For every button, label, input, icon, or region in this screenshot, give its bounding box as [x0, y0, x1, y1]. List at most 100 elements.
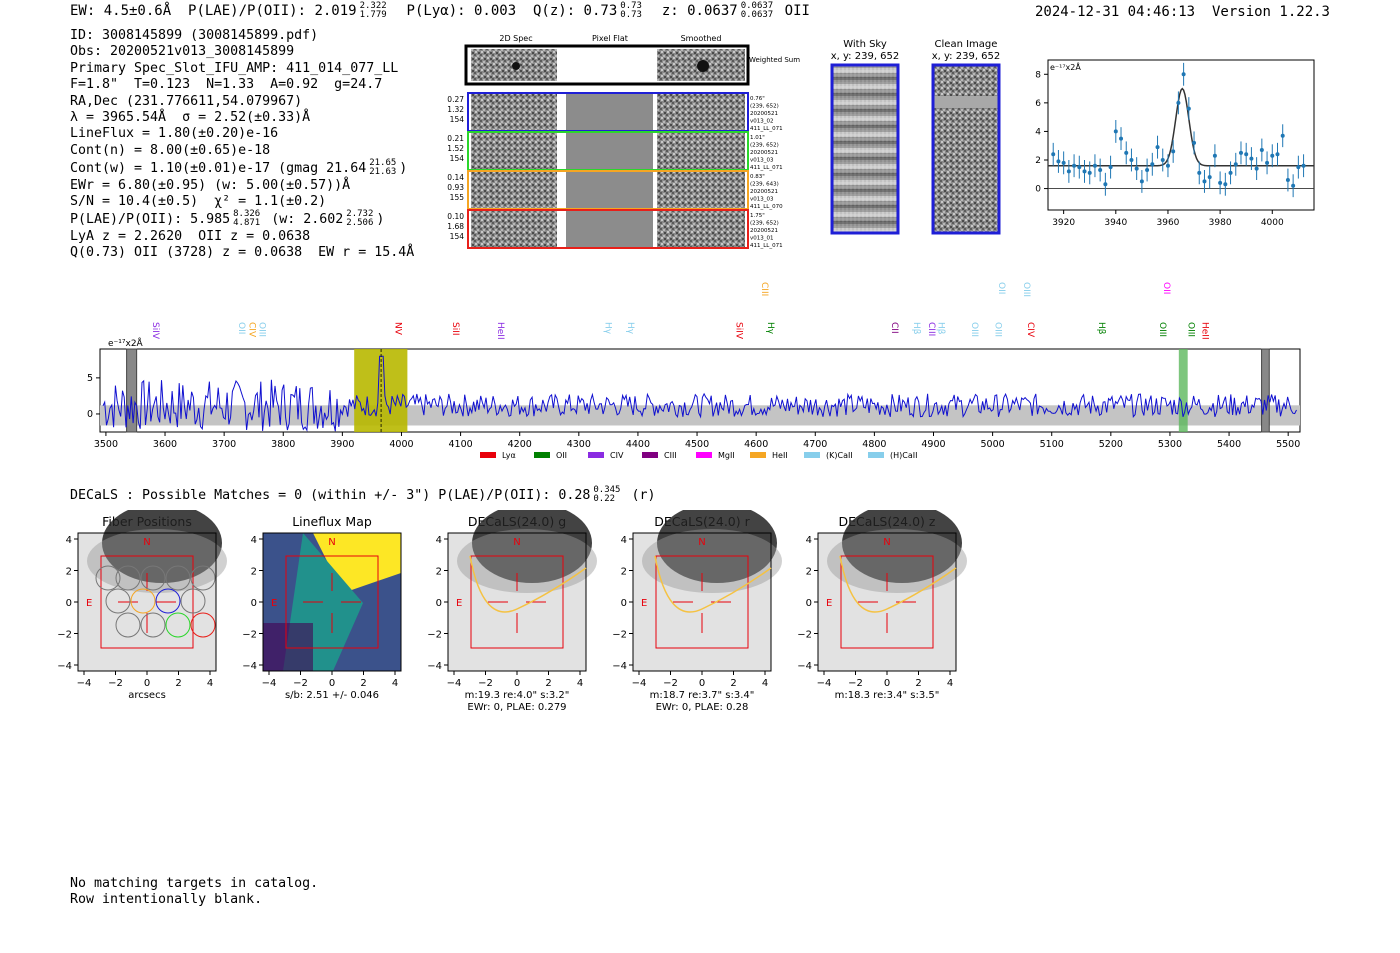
cutout-left-stat: 154 — [450, 154, 465, 163]
panel-xtick-label: 2 — [730, 678, 736, 689]
with-sky-frame — [830, 63, 900, 235]
qz-value: Q(z): 0.73 — [532, 3, 618, 19]
panel-ytick-label: 0 — [66, 598, 72, 609]
cutout-pixelflat — [566, 133, 654, 169]
legend-swatch — [642, 452, 658, 458]
panel-ytick-label: −2 — [242, 630, 257, 641]
panel-caption: EWr: 0, PLAE: 0.279 — [467, 702, 566, 713]
fit-point — [1077, 165, 1082, 170]
cutout-left-stat: 0.14 — [447, 173, 464, 182]
line-fit-chart: 3920 3940 3960 3980 4000 0 2 4 6 8 e⁻¹⁷x2Å — [1035, 59, 1315, 228]
cutout-gap — [559, 211, 564, 247]
info-ewr: EWr = 6.80(±0.95) (w: 5.00(±0.57))Å — [70, 177, 351, 193]
clean-xy: x, y: 239, 652 — [932, 51, 1001, 62]
legend-label: MgII — [718, 451, 735, 460]
cutout-right-stat: (239, 643) — [750, 182, 779, 188]
cutout-right-stat: 1.75" — [750, 213, 765, 219]
spec-xtick-label: 3800 — [271, 439, 295, 450]
fit-point — [1192, 140, 1197, 145]
cutout-smoothed — [657, 133, 745, 169]
legend-swatch — [534, 452, 550, 458]
fit-point — [1150, 162, 1155, 167]
fit-point — [1113, 129, 1118, 134]
fit-xtick-label: 3960 — [1157, 218, 1180, 228]
fiber-circle — [180, 588, 206, 614]
info-lambda: λ = 3965.54Å σ = 2.52(±0.33)Å — [70, 110, 311, 126]
col-smoothed: Smoothed — [681, 34, 722, 43]
fit-point — [1207, 175, 1212, 180]
panel-ytick-label: 4 — [806, 535, 812, 546]
emission-line-label: CIV — [1025, 322, 1035, 338]
panel-xlabel: arcsecs — [128, 690, 166, 701]
panel-xtick-label: 0 — [699, 678, 705, 689]
cutout-left-stat: 155 — [450, 193, 465, 202]
spec-xtick-label: 4500 — [685, 439, 709, 450]
fiber-circle — [105, 588, 131, 614]
cutout-gap — [559, 172, 564, 208]
galaxy-halo — [457, 529, 597, 593]
emission-line-label: CIII — [759, 282, 769, 296]
clean-frame — [931, 63, 1001, 235]
panel-xtick-label: 0 — [144, 678, 150, 689]
cutout-right-stat: 20200521 — [750, 228, 778, 234]
weighted-label: Weighted Sum — [749, 56, 800, 64]
panel-xlabel: s/b: 2.51 +/- 0.046 — [285, 690, 379, 701]
fit-point — [1280, 133, 1285, 138]
fiber-circle — [130, 588, 156, 614]
info-radec: RA,Dec (231.776611,54.079967) — [70, 93, 303, 109]
spec-xtick-label: 4000 — [389, 439, 413, 450]
legend-swatch — [480, 452, 496, 458]
fit-point — [1244, 152, 1249, 157]
spec-xtick-label: 5300 — [1158, 439, 1182, 450]
ellipse-fit — [654, 555, 772, 613]
galaxy-halo — [87, 529, 227, 593]
cutout-smoothed — [657, 172, 745, 208]
info-lineflux: LineFlux = 1.80(±0.20)e-16 — [70, 126, 279, 142]
panel-xtick-label: 2 — [360, 678, 366, 689]
fiber-circle — [115, 612, 141, 638]
fit-point — [1228, 170, 1233, 175]
panel-xlabel: m:19.3 re:4.0" s:3.2" — [465, 690, 570, 701]
panel-xtick-label: 2 — [915, 678, 921, 689]
galaxy-core — [472, 510, 592, 583]
panel-ytick-label: −4 — [242, 661, 257, 672]
emission-line-label: CIV — [247, 322, 257, 338]
panel-ytick-label: 4 — [66, 535, 72, 546]
spec-ytick-label: 0 — [87, 409, 93, 420]
spec-xtick-label: 3900 — [330, 439, 354, 450]
legend-swatch — [696, 452, 712, 458]
galaxy-core — [842, 510, 962, 583]
fit-point — [1212, 153, 1217, 158]
legend-label: Lyα — [502, 451, 516, 460]
fit-point — [1275, 152, 1280, 157]
emission-line-label: OIII — [1021, 282, 1031, 297]
info-q: Q(0.73) OII (3728) z = 0.0638 EW r = 15.… — [70, 245, 415, 261]
emission-line-label: OII — [236, 322, 246, 334]
panel-ytick-label: 2 — [251, 567, 257, 578]
panel-xtick-label: 0 — [514, 678, 520, 689]
emission-line-label: HeII — [495, 322, 505, 340]
aperture-box — [100, 555, 194, 649]
cutout-right-stat: (239, 652) — [750, 104, 779, 110]
fit-point — [1165, 163, 1170, 168]
east-label: E — [456, 598, 462, 609]
panel-xtick-label: 0 — [329, 678, 335, 689]
ws-source — [512, 62, 520, 70]
ellipse-fit — [469, 555, 587, 613]
spec-xtick-label: 5100 — [1040, 439, 1064, 450]
legend-label: HeII — [772, 451, 788, 460]
with-sky-title: With Sky — [843, 39, 887, 50]
emission-line-label: SiII — [450, 322, 460, 336]
cutout-gap — [653, 211, 657, 247]
fit-point — [1233, 162, 1238, 167]
panel-ytick-label: −2 — [427, 630, 442, 641]
clean-image — [933, 65, 999, 233]
panel-ytick-label: −4 — [797, 661, 812, 672]
panel-ytick-label: −2 — [612, 630, 627, 641]
emission-line-label: OII — [996, 282, 1006, 294]
fit-point — [1129, 158, 1134, 162]
ellipse-fit — [839, 555, 957, 613]
legend-swatch — [750, 452, 766, 458]
info-fit: F=1.8" T=0.123 N=1.33 A=0.92 g=24.7 — [70, 77, 383, 93]
cutout-right-stat: 411_LL_071 — [750, 165, 783, 171]
